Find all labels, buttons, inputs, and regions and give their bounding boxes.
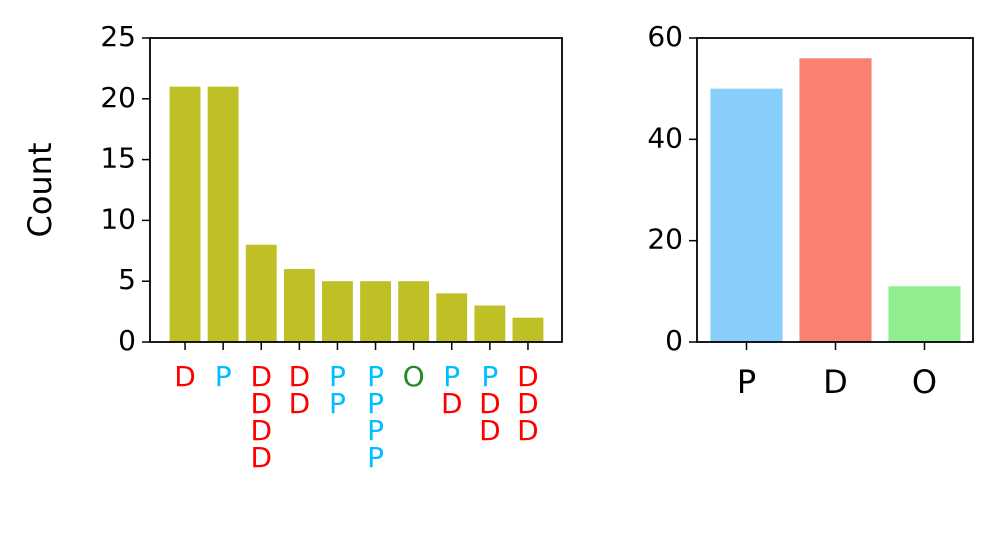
x-tick-label: D	[479, 414, 501, 447]
y-tick-label: 10	[100, 202, 136, 235]
x-tick-label: D	[174, 360, 196, 393]
x-tick-label: P	[481, 360, 498, 393]
x-tick-label: P	[329, 387, 346, 420]
axes-frame	[696, 37, 974, 343]
y-axis-label: Count	[21, 142, 59, 237]
x-tick-label: P	[737, 363, 756, 401]
bar	[710, 88, 783, 343]
x-tick-label: P	[367, 360, 384, 393]
y-tick-label: 15	[100, 142, 136, 175]
x-tick-label: D	[250, 360, 272, 393]
x-tick-label: D	[823, 363, 848, 401]
x-tick-label: O	[403, 360, 425, 393]
y-tick-label: 0	[118, 324, 136, 357]
bar	[360, 281, 391, 342]
x-tick-label: P	[443, 360, 460, 393]
x-tick-label: P	[367, 441, 384, 474]
x-tick-label: D	[289, 387, 311, 420]
x-tick-label: P	[367, 414, 384, 447]
y-tick-label: 0	[665, 324, 683, 357]
bar	[322, 281, 353, 342]
x-tick-label: D	[250, 441, 272, 474]
bar	[245, 244, 277, 342]
x-tick-label: O	[912, 363, 937, 401]
y-tick-label: 20	[100, 81, 136, 114]
x-tick-label: D	[517, 360, 539, 393]
y-tick-label: 60	[647, 20, 683, 53]
bar	[398, 281, 430, 342]
bar	[512, 317, 544, 342]
x-tick-label: D	[250, 414, 272, 447]
x-tick-label: P	[329, 360, 346, 393]
bar	[799, 58, 872, 343]
y-tick-label: 25	[100, 20, 136, 53]
x-tick-label: D	[289, 360, 311, 393]
x-tick-label: D	[441, 387, 463, 420]
axes-frame	[149, 37, 563, 343]
x-tick-label: D	[250, 387, 272, 420]
x-tick-label: D	[479, 387, 501, 420]
x-tick-label: P	[215, 360, 232, 393]
y-tick-label: 5	[118, 263, 136, 296]
y-tick-label: 40	[647, 121, 683, 154]
bar	[474, 305, 506, 342]
x-tick-label: P	[367, 387, 384, 420]
bar	[207, 86, 239, 342]
y-tick-label: 20	[647, 223, 683, 256]
x-tick-label: D	[517, 414, 539, 447]
bar	[436, 293, 468, 342]
x-tick-label: D	[517, 387, 539, 420]
bar	[283, 269, 315, 342]
bar	[169, 86, 201, 342]
bar	[888, 286, 961, 342]
